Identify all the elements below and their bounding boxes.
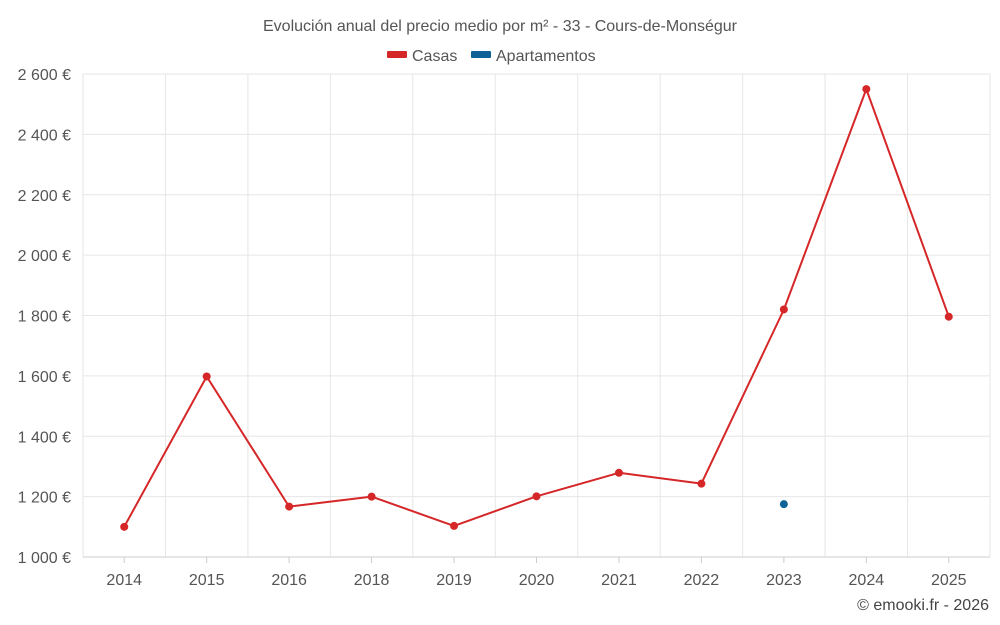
x-tick-label: 2021 bbox=[601, 572, 637, 589]
data-point-casas-2014[interactable] bbox=[120, 522, 129, 531]
x-tick-label: 2020 bbox=[519, 572, 555, 589]
data-point-casas-2019[interactable] bbox=[450, 521, 459, 530]
data-point-casas-2018[interactable] bbox=[367, 492, 376, 501]
credit-text: © emooki.fr - 2026 bbox=[857, 597, 989, 614]
legend-label-apartamentos: Apartamentos bbox=[496, 48, 596, 65]
legend-item-apartamentos[interactable]: Apartamentos bbox=[471, 48, 596, 65]
chart-title: Evolución anual del precio medio por m² … bbox=[263, 18, 738, 35]
grid bbox=[82, 73, 991, 558]
legend-swatch-apartamentos bbox=[471, 51, 491, 58]
y-tick-label: 2 400 € bbox=[18, 127, 71, 144]
x-tick-label: 2018 bbox=[354, 572, 390, 589]
y-tick-label: 1 400 € bbox=[18, 429, 71, 446]
x-tick-label: 2023 bbox=[766, 572, 802, 589]
y-tick-label: 1 000 € bbox=[18, 550, 71, 567]
data-point-casas-2023[interactable] bbox=[779, 305, 788, 314]
x-tick-label: 2016 bbox=[271, 572, 307, 589]
y-tick-label: 2 000 € bbox=[18, 248, 71, 265]
x-tick-label: 2015 bbox=[189, 572, 225, 589]
x-tick-label: 2024 bbox=[849, 572, 885, 589]
x-tick-label: 2022 bbox=[684, 572, 720, 589]
data-point-casas-2024[interactable] bbox=[862, 85, 871, 94]
data-point-casas-2025[interactable] bbox=[944, 312, 953, 321]
x-tick-label: 2019 bbox=[436, 572, 472, 589]
series-layer bbox=[120, 85, 953, 531]
legend-label-casas: Casas bbox=[412, 48, 457, 65]
y-tick-label: 2 200 € bbox=[18, 188, 71, 205]
data-point-casas-2015[interactable] bbox=[202, 372, 211, 381]
y-tick-label: 1 600 € bbox=[18, 369, 71, 386]
data-point-apartamentos-2023[interactable] bbox=[779, 500, 788, 509]
y-axis: 1 000 € 1 200 € 1 400 € 1 600 € 1 800 € 2 000… bbox=[18, 67, 71, 567]
data-point-casas-2020[interactable] bbox=[532, 492, 541, 501]
data-point-casas-2022[interactable] bbox=[697, 479, 706, 488]
y-tick-label: 2 600 € bbox=[18, 67, 71, 84]
legend-item-casas[interactable]: Casas bbox=[387, 48, 457, 65]
legend: Casas Apartamentos bbox=[387, 48, 596, 65]
y-tick-label: 1 800 € bbox=[18, 309, 71, 326]
x-tick-label: 2014 bbox=[106, 572, 142, 589]
data-point-casas-2016[interactable] bbox=[285, 502, 294, 511]
legend-swatch-casas bbox=[387, 51, 407, 58]
data-point-casas-2021[interactable] bbox=[614, 468, 623, 477]
y-tick-label: 1 200 € bbox=[18, 490, 71, 507]
x-axis: 2014 2015 2016 2018 2019 2020 2021 2022 2023 2024… bbox=[83, 556, 990, 589]
x-tick-label: 2025 bbox=[931, 572, 967, 589]
